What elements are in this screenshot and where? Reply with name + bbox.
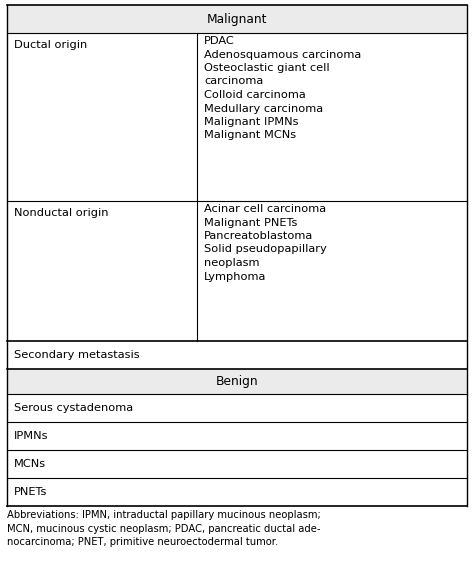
Text: Serous cystadenoma: Serous cystadenoma: [14, 403, 133, 413]
Text: nocarcinoma; PNET, primitive neuroectodermal tumor.: nocarcinoma; PNET, primitive neuroectode…: [7, 537, 278, 547]
Text: Osteoclastic giant cell: Osteoclastic giant cell: [204, 63, 329, 73]
Text: neoplasm: neoplasm: [204, 258, 259, 268]
Text: carcinoma: carcinoma: [204, 76, 263, 86]
Text: Lymphoma: Lymphoma: [204, 272, 266, 282]
Text: PNETs: PNETs: [14, 487, 47, 497]
Text: Medullary carcinoma: Medullary carcinoma: [204, 104, 323, 114]
Text: Benign: Benign: [216, 375, 258, 388]
Bar: [7, 5, 467, 33]
Text: MCN, mucinous cystic neoplasm; PDAC, pancreatic ductal ade-: MCN, mucinous cystic neoplasm; PDAC, pan…: [7, 524, 320, 533]
Text: Secondary metastasis: Secondary metastasis: [14, 350, 140, 360]
Text: MCNs: MCNs: [14, 459, 46, 469]
Text: Ductal origin: Ductal origin: [14, 40, 87, 50]
Text: Malignant PNETs: Malignant PNETs: [204, 217, 297, 227]
Text: Acinar cell carcinoma: Acinar cell carcinoma: [204, 204, 326, 214]
Text: Abbreviations: IPMN, intraductal papillary mucinous neoplasm;: Abbreviations: IPMN, intraductal papilla…: [7, 510, 321, 520]
Text: Malignant: Malignant: [207, 12, 267, 26]
Text: PDAC: PDAC: [204, 36, 235, 46]
Text: Adenosquamous carcinoma: Adenosquamous carcinoma: [204, 50, 361, 59]
Text: IPMNs: IPMNs: [14, 431, 48, 441]
Text: Malignant IPMNs: Malignant IPMNs: [204, 117, 299, 127]
Text: Malignant MCNs: Malignant MCNs: [204, 131, 296, 141]
Text: Pancreatoblastoma: Pancreatoblastoma: [204, 231, 313, 241]
Bar: [7, 369, 467, 394]
Text: Nonductal origin: Nonductal origin: [14, 208, 109, 218]
Text: Colloid carcinoma: Colloid carcinoma: [204, 90, 306, 100]
Text: Solid pseudopapillary: Solid pseudopapillary: [204, 244, 327, 255]
